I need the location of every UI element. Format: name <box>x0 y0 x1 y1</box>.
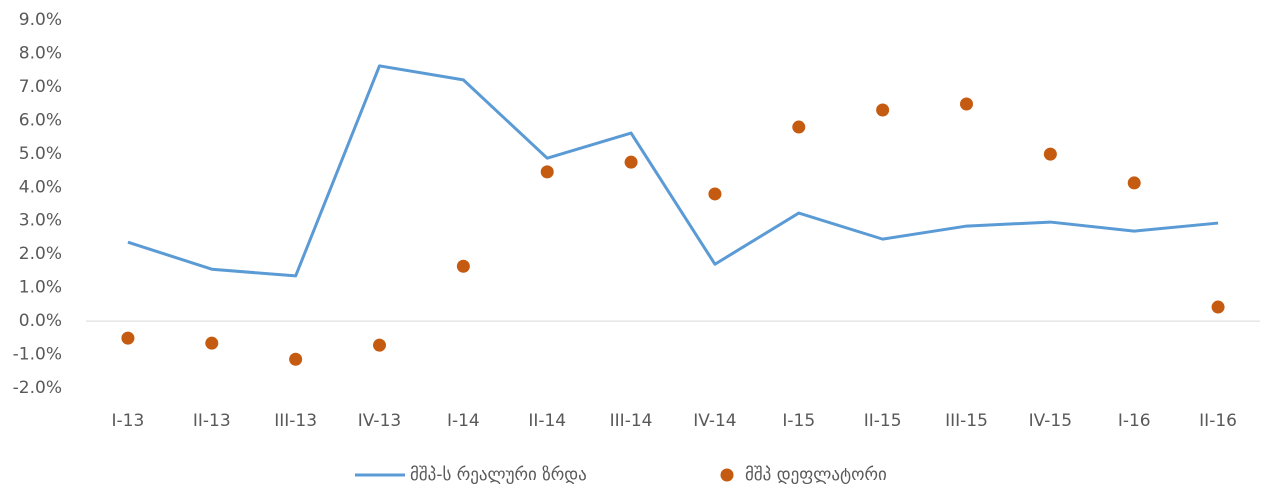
series-dot <box>1043 147 1057 161</box>
series-dot <box>876 103 890 117</box>
y-tick-label: -1.0% <box>13 345 62 365</box>
x-tick-label: III-13 <box>274 411 317 431</box>
y-tick-label: 1.0% <box>19 278 62 298</box>
x-tick-label: II-14 <box>528 411 566 431</box>
series-dot <box>456 259 470 273</box>
series-dot <box>792 120 806 134</box>
legend-swatch <box>720 468 734 482</box>
series-dot <box>1127 176 1141 190</box>
x-tick-label: I-16 <box>1118 411 1151 431</box>
series-dot <box>1211 300 1225 314</box>
x-tick-label: I-13 <box>112 411 145 431</box>
y-tick-label: -2.0% <box>13 378 62 398</box>
y-tick-label: 2.0% <box>19 244 62 264</box>
y-tick-label: 3.0% <box>19 211 62 231</box>
y-tick-label: 8.0% <box>19 43 62 63</box>
x-tick-label: III-14 <box>610 411 653 431</box>
series-dot <box>205 336 219 350</box>
series-dot <box>960 97 973 111</box>
x-tick-label: III-15 <box>945 411 988 431</box>
legend-label: მშპ დეფლატორი <box>745 465 887 485</box>
series-dot <box>540 165 554 179</box>
y-tick-label: 0.0% <box>19 311 62 331</box>
x-tick-label: IV-13 <box>358 411 401 431</box>
series-line <box>127 64 1219 278</box>
x-tick-label: I-15 <box>782 411 815 431</box>
y-tick-label: 7.0% <box>19 77 62 97</box>
series-dot <box>289 352 303 366</box>
y-tick-label: 9.0% <box>19 10 62 30</box>
x-tick-label: II-13 <box>193 411 231 431</box>
series-dot <box>624 155 638 169</box>
y-tick-label: 6.0% <box>19 110 62 130</box>
series-dot <box>121 331 135 345</box>
legend-label: მშპ-ს რეალური ზრდა <box>410 465 587 485</box>
x-tick-label: IV-15 <box>1029 411 1072 431</box>
series-dot <box>708 187 722 201</box>
x-tick-label: II-15 <box>864 411 902 431</box>
series-dot <box>373 338 386 352</box>
y-tick-label: 5.0% <box>19 144 62 164</box>
y-tick-label: 4.0% <box>19 177 62 197</box>
x-tick-label: IV-14 <box>693 411 736 431</box>
x-tick-label: II-16 <box>1199 411 1237 431</box>
x-tick-label: I-14 <box>447 411 480 431</box>
